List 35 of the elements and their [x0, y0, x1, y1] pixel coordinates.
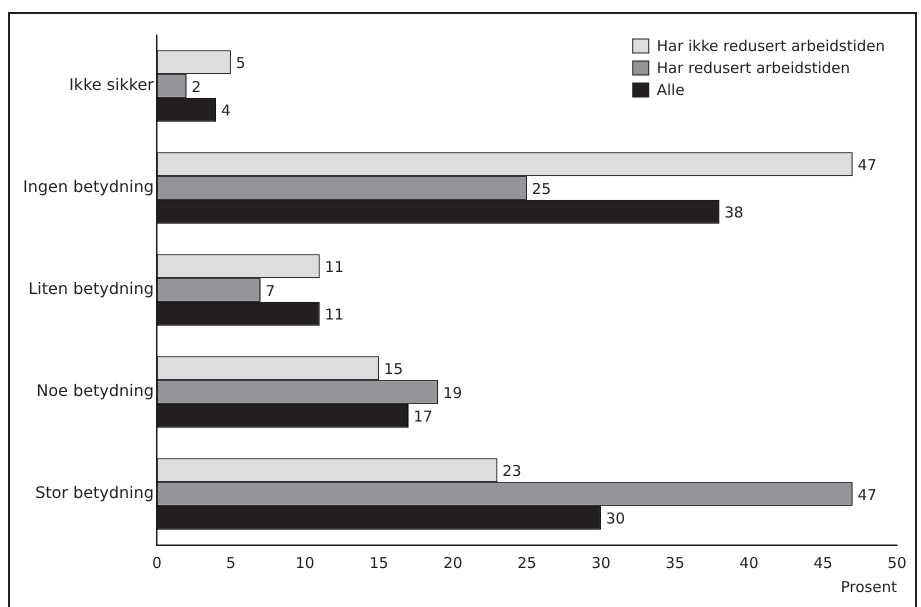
data-label: 25: [532, 180, 552, 198]
y-tick-label: Liten betydning: [28, 279, 154, 298]
x-tick-label: 25: [517, 554, 536, 572]
x-tick-label: 10: [295, 554, 314, 572]
data-label: 17: [414, 408, 433, 426]
data-label: 23: [502, 462, 522, 480]
x-tick-label: 45: [813, 554, 833, 572]
data-label: 15: [384, 360, 403, 378]
x-tick-label: 0: [152, 554, 162, 572]
legend-label: Alle: [656, 80, 685, 99]
y-tick-label: Noe betydning: [36, 381, 154, 400]
data-label: 38: [724, 204, 744, 222]
y-tick-label: Stor betydning: [35, 483, 154, 502]
x-tick-label: 40: [739, 554, 759, 572]
data-label: 11: [324, 306, 344, 324]
legend-label: Har ikke redusert arbeidstiden: [656, 36, 885, 55]
x-axis-title: Prosent: [840, 578, 898, 596]
data-label: 4: [221, 102, 231, 120]
x-tick-label: 15: [369, 554, 388, 572]
data-label: 47: [858, 486, 877, 504]
data-label: 5: [236, 54, 246, 72]
x-tick-label: 50: [887, 554, 907, 572]
data-label: 19: [443, 384, 462, 402]
x-tick-label: 5: [226, 554, 236, 572]
legend-label: Har redusert arbeidstiden: [656, 58, 850, 77]
data-label: 7: [265, 282, 276, 300]
y-tick-label: Ikke sikker: [69, 75, 154, 94]
data-label: 30: [606, 510, 626, 528]
x-tick-label: 30: [591, 554, 610, 572]
data-label: 11: [324, 258, 344, 276]
data-label: 2: [191, 78, 202, 96]
data-label: 47: [858, 156, 877, 174]
x-tick-label: 35: [665, 554, 685, 572]
y-tick-label: Ingen betydning: [22, 177, 154, 196]
x-tick-label: 20: [443, 554, 462, 572]
